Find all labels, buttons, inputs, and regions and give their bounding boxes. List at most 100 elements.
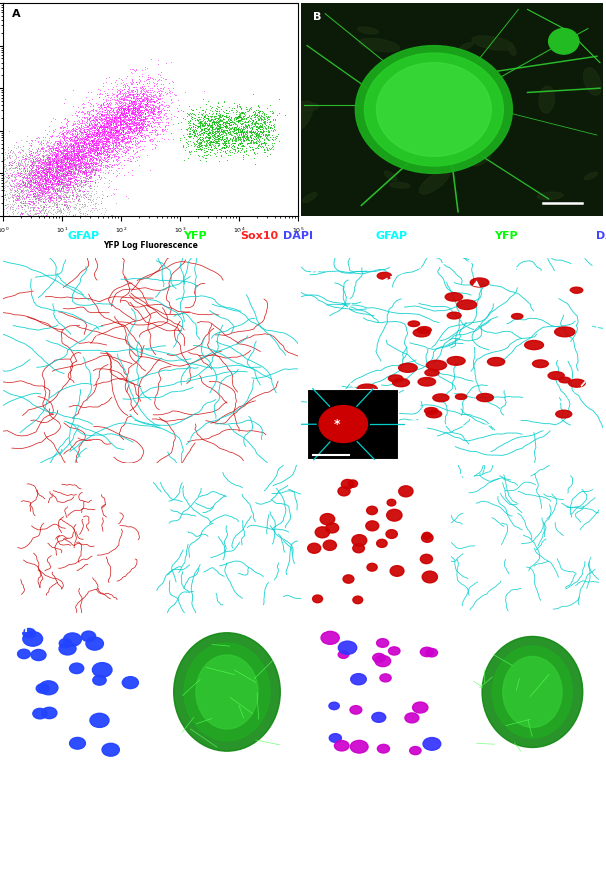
Point bbox=[249, 117, 259, 131]
Point bbox=[65, 194, 75, 208]
Point bbox=[238, 136, 247, 151]
Point bbox=[215, 131, 224, 145]
Point bbox=[99, 127, 108, 141]
Point bbox=[236, 126, 246, 140]
Point bbox=[151, 114, 161, 128]
Point bbox=[96, 136, 105, 151]
Point bbox=[62, 190, 72, 204]
Point bbox=[137, 98, 147, 113]
Point bbox=[150, 122, 159, 136]
Point bbox=[55, 177, 65, 191]
Point bbox=[119, 125, 128, 139]
Point bbox=[59, 130, 68, 144]
Point bbox=[133, 107, 143, 121]
Point bbox=[48, 198, 58, 213]
Point bbox=[121, 116, 131, 130]
Point bbox=[259, 106, 269, 120]
Point bbox=[115, 154, 125, 168]
Point bbox=[128, 127, 138, 141]
Point bbox=[104, 105, 113, 119]
Point bbox=[21, 173, 31, 187]
Point bbox=[124, 113, 133, 128]
Point bbox=[96, 112, 106, 126]
Point bbox=[76, 173, 85, 187]
Point bbox=[138, 121, 147, 136]
Point bbox=[59, 132, 69, 146]
Point bbox=[112, 119, 122, 133]
Point bbox=[149, 116, 159, 130]
Point bbox=[22, 164, 32, 178]
Point bbox=[0, 174, 8, 188]
Point bbox=[103, 149, 113, 163]
Point bbox=[17, 200, 27, 214]
Point bbox=[216, 113, 226, 127]
Point bbox=[90, 114, 100, 128]
Point bbox=[210, 114, 220, 128]
Point bbox=[58, 147, 67, 161]
Point bbox=[40, 186, 50, 200]
Point bbox=[131, 120, 141, 135]
Point bbox=[110, 125, 120, 139]
Point bbox=[61, 152, 70, 166]
Point bbox=[53, 178, 63, 192]
Point bbox=[124, 105, 134, 119]
Point bbox=[59, 142, 69, 156]
Point bbox=[94, 152, 104, 167]
Point bbox=[69, 132, 79, 146]
Point bbox=[111, 136, 121, 151]
Point bbox=[60, 147, 70, 161]
Point bbox=[210, 128, 219, 142]
Point bbox=[130, 118, 139, 132]
Point bbox=[55, 169, 65, 183]
Point bbox=[142, 90, 152, 105]
Point bbox=[110, 111, 120, 125]
Point bbox=[213, 112, 223, 126]
Point bbox=[36, 183, 46, 198]
Point bbox=[141, 87, 151, 101]
Point bbox=[63, 176, 73, 190]
Point bbox=[170, 109, 179, 123]
Point bbox=[79, 100, 89, 114]
Point bbox=[105, 117, 115, 131]
Point bbox=[53, 153, 63, 167]
Point bbox=[196, 122, 206, 136]
Point bbox=[92, 141, 101, 155]
Point bbox=[0, 190, 8, 205]
Point bbox=[135, 99, 145, 113]
Point bbox=[144, 70, 153, 84]
Point bbox=[121, 109, 131, 123]
Point bbox=[91, 152, 101, 166]
Point bbox=[236, 128, 246, 142]
Point bbox=[120, 107, 130, 121]
Point bbox=[154, 119, 164, 133]
Point bbox=[117, 133, 127, 147]
Point bbox=[155, 112, 164, 126]
Point bbox=[48, 198, 58, 213]
Point bbox=[259, 132, 269, 146]
Point bbox=[69, 181, 79, 195]
Point bbox=[213, 96, 223, 110]
Point bbox=[130, 125, 139, 139]
Point bbox=[67, 186, 76, 200]
Point bbox=[129, 130, 139, 144]
Point bbox=[225, 127, 235, 141]
Point bbox=[53, 176, 63, 190]
Point bbox=[104, 97, 113, 111]
Point bbox=[121, 119, 131, 133]
Point bbox=[45, 150, 55, 164]
Point bbox=[65, 175, 75, 190]
Point bbox=[80, 164, 90, 178]
Point bbox=[147, 125, 157, 139]
Point bbox=[201, 130, 211, 144]
Point bbox=[76, 175, 85, 190]
Ellipse shape bbox=[378, 272, 391, 279]
Point bbox=[97, 131, 107, 145]
Point bbox=[103, 100, 113, 114]
Point bbox=[147, 114, 157, 128]
Point bbox=[3, 191, 13, 206]
Point bbox=[238, 105, 247, 120]
Point bbox=[61, 163, 70, 177]
Point bbox=[27, 161, 37, 175]
Point bbox=[81, 204, 91, 218]
Point bbox=[202, 133, 212, 147]
